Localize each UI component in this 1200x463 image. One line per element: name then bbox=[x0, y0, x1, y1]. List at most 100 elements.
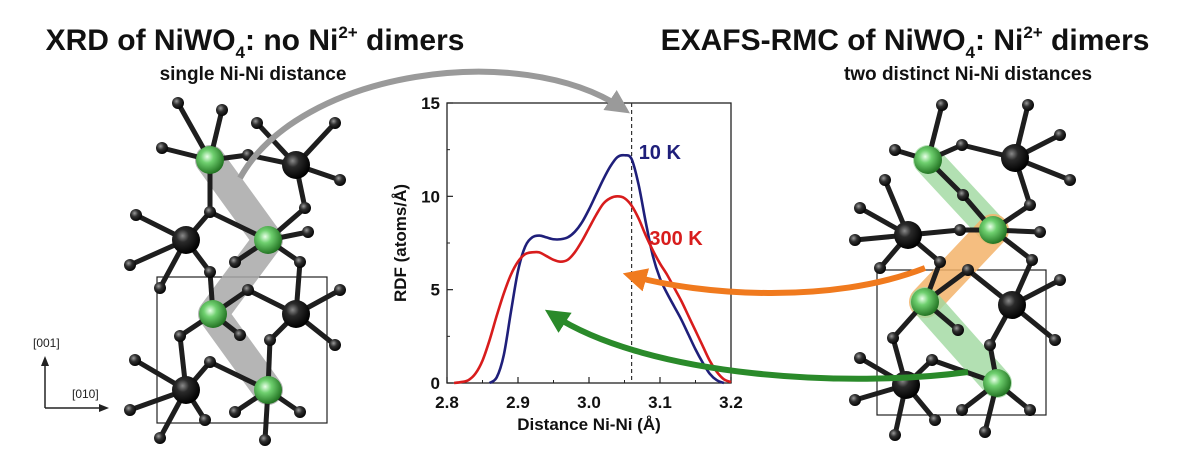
left-oxygen-atom bbox=[129, 354, 141, 366]
gray-arrow bbox=[237, 68, 630, 180]
y-tick-label: 0 bbox=[431, 374, 440, 393]
x-tick-label: 3.1 bbox=[648, 393, 672, 412]
right-oxygen-atom bbox=[929, 414, 941, 426]
left-oxygen-atom bbox=[204, 206, 216, 218]
left-oxygen-atom bbox=[299, 202, 311, 214]
left-tungsten-atom bbox=[172, 376, 200, 404]
series-label: 300 K bbox=[649, 228, 703, 250]
left-nickel-atom bbox=[196, 146, 224, 174]
left-nickel-atom bbox=[254, 376, 282, 404]
right-oxygen-atom bbox=[849, 234, 861, 246]
left-oxygen-atom bbox=[124, 404, 136, 416]
left-tungsten-atom bbox=[282, 300, 310, 328]
left-oxygen-atom bbox=[174, 330, 186, 342]
right-nickel-atom bbox=[911, 288, 939, 316]
left-oxygen-atom bbox=[294, 256, 306, 268]
right-tungsten-atom bbox=[998, 291, 1026, 319]
right-tungsten-atom bbox=[1001, 144, 1029, 172]
right-oxygen-atom bbox=[984, 339, 996, 351]
left-ni-chain-highlight bbox=[195, 145, 283, 405]
right-oxygen-atom bbox=[1054, 274, 1066, 286]
right-oxygen-atom bbox=[956, 404, 968, 416]
green-arrow bbox=[544, 309, 969, 382]
right-nickel-atom bbox=[983, 369, 1011, 397]
right-nickel-atom bbox=[979, 216, 1007, 244]
left-oxygen-atom bbox=[251, 117, 263, 129]
left-oxygen-atom bbox=[204, 266, 216, 278]
right-ni-pair-highlight-orange bbox=[909, 214, 1009, 318]
right-oxygen-atom bbox=[1064, 174, 1076, 186]
orange-arrow bbox=[622, 265, 927, 296]
axis-label-010: [010] bbox=[72, 387, 99, 401]
right-oxygen-atom bbox=[1024, 199, 1036, 211]
y-axis-label: RDF (atoms/Å) bbox=[391, 184, 410, 302]
left-subtitle: single Ni-Ni distance bbox=[160, 64, 347, 85]
axis-label-001: [001] bbox=[33, 336, 60, 350]
y-tick-label: 15 bbox=[421, 94, 440, 113]
x-axis-label: Distance Ni-Ni (Å) bbox=[517, 415, 661, 434]
left-oxygen-atom bbox=[264, 334, 276, 346]
left-tungsten-atom bbox=[172, 226, 200, 254]
right-oxygen-atom bbox=[1034, 226, 1046, 238]
right-oxygen-atom bbox=[849, 394, 861, 406]
right-oxygen-atom bbox=[962, 264, 974, 276]
rdf-chart: 2.8 2.9 3.0 3.1 3.2 0 5 10 15 Distance Ni-Ni (Å) R… bbox=[391, 94, 743, 434]
left-crystal-structure bbox=[124, 97, 346, 446]
right-oxygen-atom bbox=[926, 354, 938, 366]
right-nickel-atom bbox=[914, 146, 942, 174]
series-line-10k bbox=[488, 153, 725, 385]
right-oxygen-atom bbox=[952, 324, 964, 336]
left-nickel-atom bbox=[254, 226, 282, 254]
left-oxygen-atom bbox=[199, 414, 211, 426]
left-oxygen-atom bbox=[124, 259, 136, 271]
left-oxygen-atom bbox=[172, 97, 184, 109]
left-oxygen-atom bbox=[302, 226, 314, 238]
right-oxygen-atom bbox=[979, 426, 991, 438]
left-oxygen-atom bbox=[216, 104, 228, 116]
left-oxygen-atom bbox=[329, 117, 341, 129]
series-line-300k bbox=[453, 195, 732, 385]
right-crystal-structure bbox=[849, 99, 1076, 441]
left-oxygen-atom bbox=[334, 284, 346, 296]
right-oxygen-atom bbox=[879, 174, 891, 186]
left-oxygen-atom bbox=[334, 174, 346, 186]
left-oxygen-atom bbox=[259, 434, 271, 446]
left-oxygen-atom bbox=[154, 432, 166, 444]
right-oxygen-atom bbox=[874, 262, 886, 274]
x-tick-label: 2.8 bbox=[435, 393, 459, 412]
right-tungsten-atom bbox=[894, 221, 922, 249]
left-oxygen-atom bbox=[294, 406, 306, 418]
right-oxygen-atom bbox=[1024, 404, 1036, 416]
right-oxygen-atom bbox=[1022, 99, 1034, 111]
right-ni-pair-highlight-green-bottom bbox=[910, 287, 1012, 398]
right-oxygen-atom bbox=[1026, 254, 1038, 266]
right-oxygen-atom bbox=[854, 352, 866, 364]
right-subtitle: two distinct Ni-Ni distances bbox=[844, 64, 1092, 85]
left-oxygen-atom bbox=[130, 209, 142, 221]
right-oxygen-atom bbox=[889, 144, 901, 156]
left-oxygen-atom bbox=[242, 284, 254, 296]
x-tick-label: 3.0 bbox=[577, 393, 601, 412]
right-oxygen-atom bbox=[934, 256, 946, 268]
left-nickel-atom bbox=[199, 300, 227, 328]
y-tick-label: 10 bbox=[421, 187, 440, 206]
series-label: 10 K bbox=[639, 142, 682, 164]
left-oxygen-atom bbox=[154, 282, 166, 294]
left-oxygen-atom bbox=[329, 339, 341, 351]
right-oxygen-atom bbox=[1049, 334, 1061, 346]
right-oxygen-atom bbox=[887, 332, 899, 344]
right-title: EXAFS-RMC of NiWO4: Ni2+ dimers bbox=[661, 23, 1150, 62]
right-oxygen-atom bbox=[956, 139, 968, 151]
left-oxygen-atom bbox=[229, 406, 241, 418]
y-tick-label: 5 bbox=[431, 281, 440, 300]
left-title: XRD of NiWO4: no Ni2+ dimers bbox=[46, 23, 465, 62]
right-oxygen-atom bbox=[889, 429, 901, 441]
left-oxygen-atom bbox=[156, 142, 168, 154]
right-oxygen-atom bbox=[957, 189, 969, 201]
crystal-axis-indicator: [001] [010] bbox=[33, 336, 109, 412]
x-tick-label: 3.2 bbox=[719, 393, 743, 412]
right-oxygen-atom bbox=[936, 99, 948, 111]
right-oxygen-atom bbox=[854, 202, 866, 214]
x-tick-label: 2.9 bbox=[506, 393, 530, 412]
